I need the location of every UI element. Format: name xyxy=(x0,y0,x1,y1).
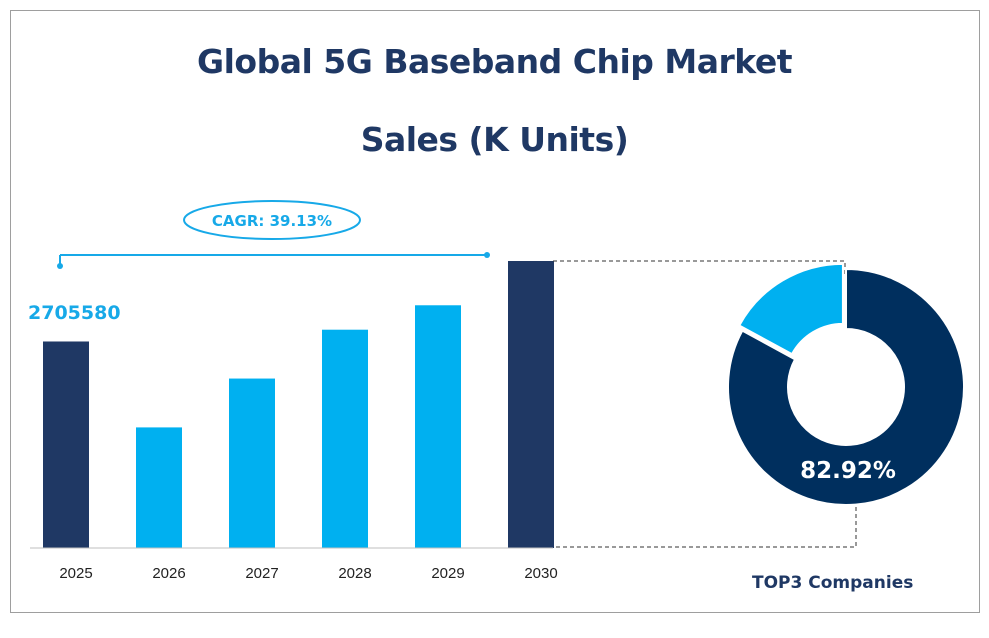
chart-title-line1: Global 5G Baseband Chip Market xyxy=(197,42,792,81)
x-tick-2025: 2025 xyxy=(59,565,92,582)
x-tick-2027: 2027 xyxy=(245,565,278,582)
x-tick-2028: 2028 xyxy=(338,565,371,582)
donut-percent-label: 82.92% xyxy=(800,458,896,484)
bar-2030 xyxy=(508,261,554,548)
donut-slice-top3 xyxy=(727,267,965,506)
bar-2026 xyxy=(136,427,182,548)
cagr-dot-left xyxy=(57,263,63,269)
bar-2025 xyxy=(43,341,89,548)
chart-frame xyxy=(10,10,980,613)
chart-title-line2: Sales (K Units) xyxy=(360,120,629,159)
x-tick-2029: 2029 xyxy=(431,565,464,582)
donut-slice-others xyxy=(737,262,844,356)
cagr-ellipse xyxy=(183,200,361,240)
bar-2028 xyxy=(322,329,368,548)
top3-companies-label: TOP3 Companies xyxy=(752,573,914,593)
first-bar-value-label: 2705580 xyxy=(28,302,121,324)
cagr-label: CAGR: 39.13% xyxy=(212,212,332,230)
bar-2029 xyxy=(415,305,461,548)
cagr-dot-right xyxy=(484,252,490,258)
x-tick-2030: 2030 xyxy=(524,565,557,582)
bar-2027 xyxy=(229,378,275,548)
x-tick-2026: 2026 xyxy=(152,565,185,582)
